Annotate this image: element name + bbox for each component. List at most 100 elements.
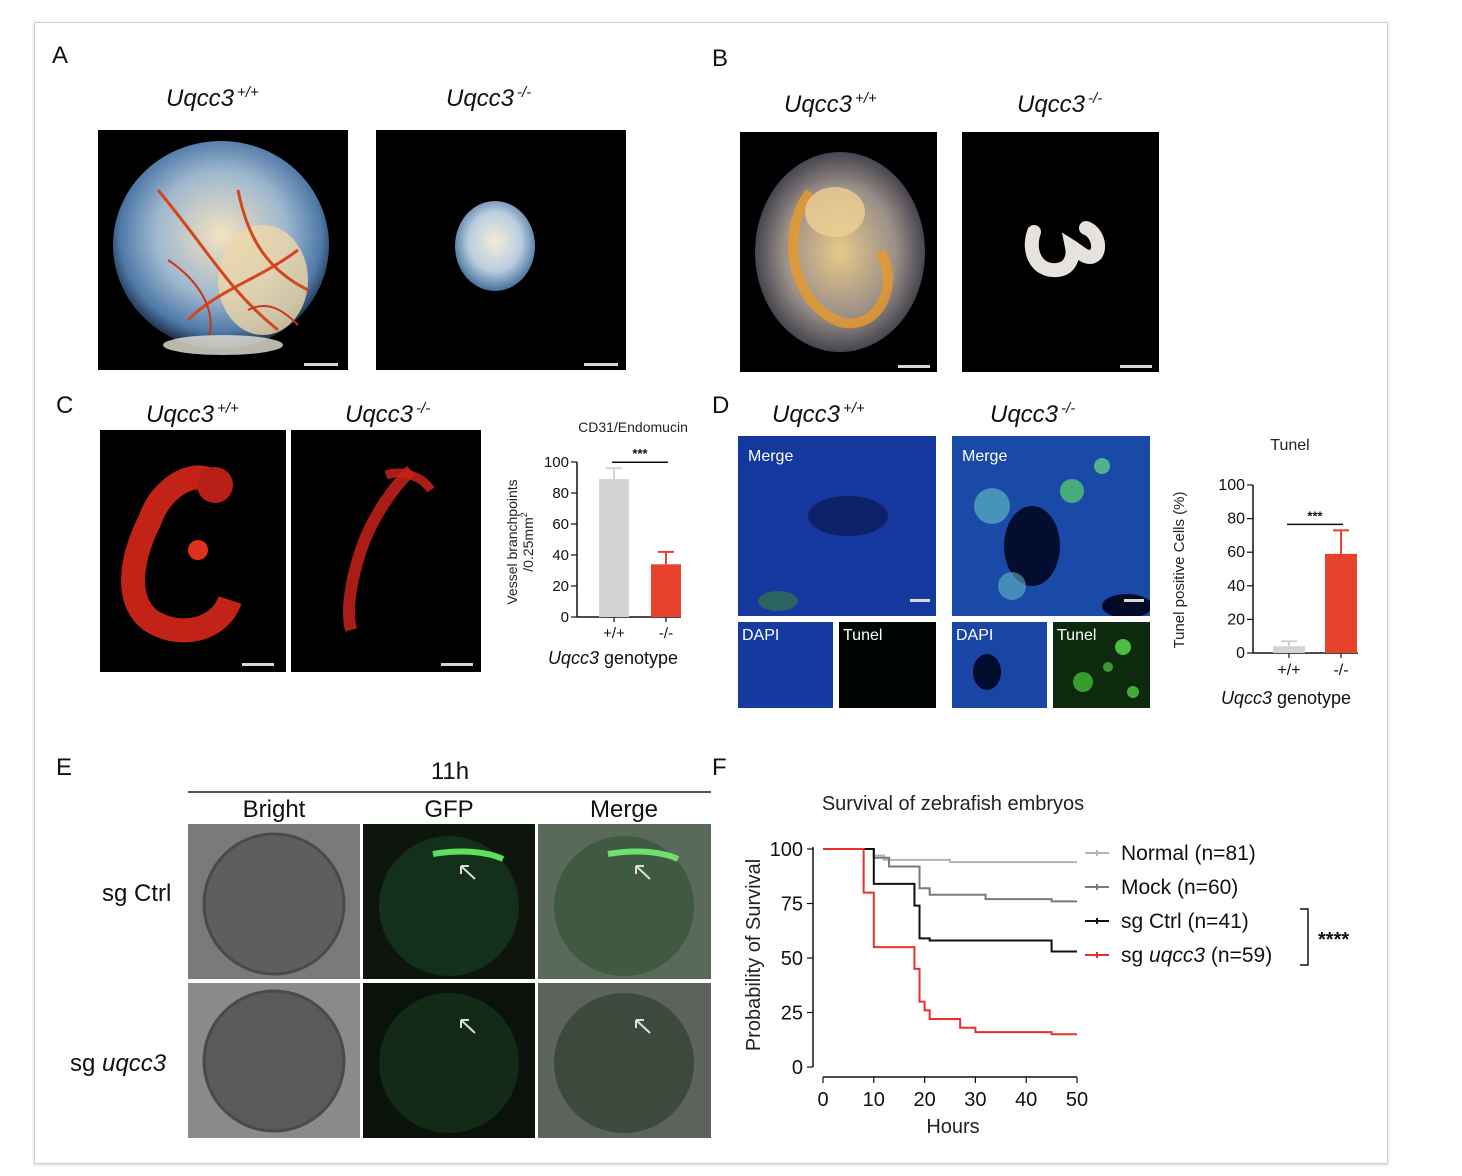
- legend-label: sg uqcc3 (n=59): [1121, 944, 1272, 967]
- x-axis-label: Uqcc3 genotype: [548, 648, 678, 668]
- svg-text:/0.25mm2: /0.25mm2: [519, 512, 536, 571]
- x-tick-label: 30: [964, 1089, 986, 1111]
- bar-0: [1273, 646, 1305, 653]
- time-label: 11h: [430, 758, 470, 785]
- panel-label-e: E: [56, 754, 73, 781]
- merge-uqcc3-image: [538, 983, 711, 1138]
- panel-label-f: F: [712, 754, 727, 781]
- row-label-sg-ctrl: sg Ctrl: [102, 880, 172, 907]
- panel-a-wt-genotype: Uqcc3 +/+: [166, 84, 259, 112]
- y-tick-label: 25: [781, 1003, 803, 1025]
- col-header-gfp: GFP: [424, 796, 474, 823]
- panel-b-wt-genotype: Uqcc3 +/+: [784, 90, 877, 118]
- panel-b-ko-genotype: Uqcc3 -/-: [1017, 90, 1103, 118]
- legend-label: sg Ctrl (n=41): [1121, 910, 1249, 933]
- y-tick-label: 0: [792, 1057, 803, 1079]
- merge-label: Merge: [748, 448, 794, 465]
- y-tick-label: 0: [561, 609, 569, 626]
- scale-bar: [910, 599, 930, 602]
- bright-ctrl-image: [188, 824, 360, 979]
- col-header-merge: Merge: [589, 796, 659, 823]
- survival-curve-3: [823, 848, 1077, 1036]
- y-tick-label: 40: [552, 547, 569, 564]
- panel-label-b: B: [712, 45, 729, 72]
- panel-d-ko-merge-image: Merge: [952, 436, 1150, 616]
- merge-label: Merge: [962, 448, 1008, 465]
- significance-label: ****: [1318, 929, 1349, 951]
- arrow-icon: [635, 865, 651, 880]
- y-axis-label: Probability of Survival: [743, 859, 765, 1051]
- significance-label: ***: [1307, 508, 1323, 523]
- legend-label: Normal (n=81): [1121, 842, 1256, 865]
- x-tick-label: +/+: [1277, 662, 1300, 679]
- arrow-icon: [460, 865, 476, 880]
- dapi-label: DAPI: [742, 627, 780, 644]
- gfp-ctrl-image: [363, 824, 535, 979]
- panel-d-wt-genotype: Uqcc3 +/+: [772, 400, 865, 428]
- bar-1: [651, 564, 681, 617]
- x-tick-label: +/+: [603, 625, 625, 642]
- y-tick-label: 80: [1227, 511, 1245, 528]
- y-axis-label: Vessel branchpoints /0.25mm2: [504, 479, 536, 604]
- y-tick-label: 60: [1227, 544, 1245, 561]
- y-tick-label: 20: [552, 578, 569, 595]
- significance-label: ***: [632, 446, 648, 461]
- bar-0: [599, 479, 629, 617]
- header-rule: [188, 791, 711, 793]
- chart-tunel-positive: Tunel Tunel positive Cells (%) 0 20 40 60 80…: [1171, 437, 1358, 708]
- svg-text:Vessel branchpoints: Vessel branchpoints: [504, 479, 520, 604]
- row-label-sg-uqcc3: sg uqcc3: [70, 1050, 167, 1077]
- panel-b-wt-embryo-image: [740, 132, 937, 372]
- panel-c-ko-vessel-image: [291, 430, 481, 672]
- panel-d-ko-genotype: Uqcc3 -/-: [990, 400, 1076, 428]
- scale-bar: [898, 365, 930, 368]
- panel-c-wt-vessel-image: [100, 430, 286, 672]
- dapi-label: DAPI: [956, 627, 994, 644]
- tunel-label: Tunel: [1057, 627, 1097, 644]
- chart-survival: Survival of zebrafish embryos Probabilit…: [743, 793, 1349, 1138]
- panel-d-ko-dapi-image: DAPI: [952, 622, 1047, 708]
- legend-label: Mock (n=60): [1121, 876, 1238, 899]
- x-tick-label: 10: [863, 1089, 885, 1111]
- panel-d-ko-tunel-image: Tunel: [1053, 622, 1150, 708]
- survival-curve-0: [823, 848, 1077, 864]
- panel-label-a: A: [52, 42, 69, 69]
- arrow-icon: [635, 1019, 651, 1034]
- significance-bracket: [1300, 908, 1309, 966]
- x-tick-label: 20: [913, 1089, 935, 1111]
- panel-a-ko-genotype: Uqcc3 -/-: [446, 84, 532, 112]
- bright-uqcc3-image: [188, 983, 360, 1138]
- y-tick-label: 20: [1227, 611, 1245, 628]
- scale-bar: [584, 363, 618, 366]
- y-tick-label: 50: [781, 948, 803, 970]
- bar-1: [1325, 553, 1357, 653]
- scale-bar: [441, 663, 473, 666]
- x-tick-label: 50: [1066, 1089, 1088, 1111]
- scale-bar: [1120, 365, 1152, 368]
- col-header-bright: Bright: [242, 796, 306, 823]
- chart-title: Survival of zebrafish embryos: [822, 793, 1084, 815]
- y-tick-label: 100: [770, 839, 803, 861]
- survival-curve-2: [823, 848, 1077, 953]
- panel-a-ko-embryo-image: [376, 130, 626, 370]
- y-tick-label: 40: [1227, 578, 1245, 595]
- panel-a-wt-embryo-image: [98, 130, 348, 370]
- tunel-label: Tunel: [843, 627, 883, 644]
- x-tick-label: -/-: [1333, 662, 1348, 679]
- arrow-icon: [460, 1019, 476, 1034]
- x-axis-label: Hours: [926, 1116, 979, 1138]
- chart-title: CD31/Endomucin: [578, 419, 688, 435]
- merge-ctrl-image: [538, 824, 711, 979]
- panel-label-c: C: [56, 392, 74, 419]
- x-axis-label: Uqcc3 genotype: [1221, 688, 1351, 708]
- chart-vessel-branchpoints: CD31/Endomucin Vessel branchpoints /0.25…: [504, 419, 688, 668]
- panel-label-d: D: [712, 392, 730, 419]
- gfp-uqcc3-image: [363, 983, 535, 1138]
- panel-d-wt-dapi-image: DAPI: [738, 622, 833, 708]
- x-tick-label: 40: [1015, 1089, 1037, 1111]
- y-tick-label: 75: [781, 894, 803, 916]
- y-tick-label: 0: [1236, 645, 1245, 662]
- y-axis-label: Tunel positive Cells (%): [1171, 492, 1188, 649]
- panel-b-ko-embryo-image: [962, 132, 1159, 372]
- y-tick-label: 60: [552, 516, 569, 533]
